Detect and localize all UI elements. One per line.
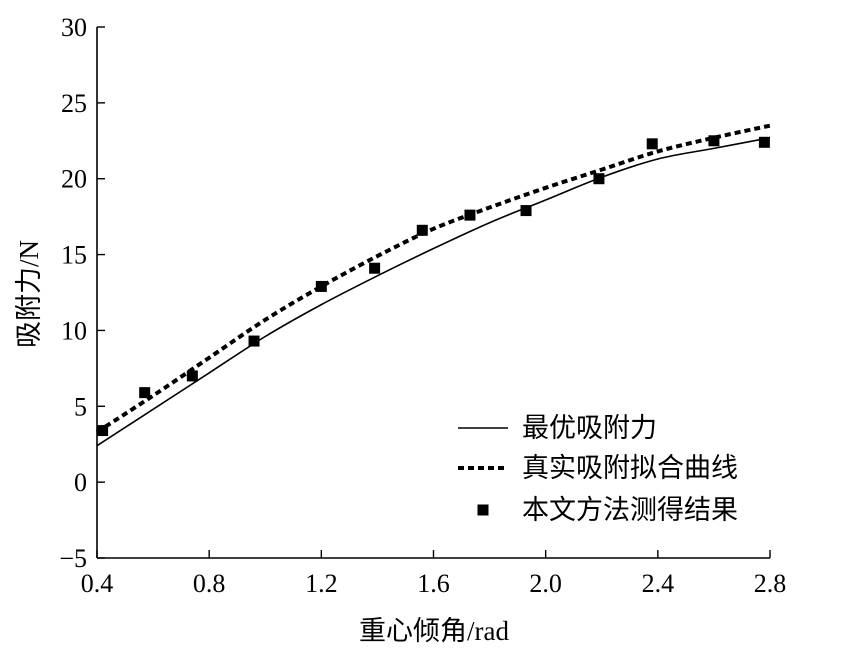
x-tick-label: 1.6 (417, 569, 450, 598)
y-tick-label: 10 (61, 316, 87, 345)
y-tick-label: 25 (61, 89, 87, 118)
x-tick-label: 0.4 (81, 569, 114, 598)
data-point (708, 135, 720, 147)
y-axis-label: 吸附力/N (14, 240, 44, 348)
y-tick-label: 20 (61, 165, 87, 194)
series-line-optimal (96, 136, 771, 447)
x-tick-label: 2.0 (529, 569, 562, 598)
x-tick-label: 0.8 (193, 569, 226, 598)
data-point (416, 224, 428, 236)
legend-label: 真实吸附拟合曲线 (522, 453, 738, 483)
data-point (139, 387, 151, 399)
y-tick-label: 0 (74, 468, 87, 497)
data-point (520, 205, 532, 217)
data-point (646, 138, 658, 150)
data-point (369, 262, 381, 274)
y-tick-label: 5 (74, 392, 87, 421)
legend-label: 最优吸附力 (522, 413, 657, 443)
series-line-fitted (95, 123, 771, 434)
x-tick-label: 2.8 (754, 569, 787, 598)
data-point (315, 280, 327, 292)
x-tick-label: 1.2 (305, 569, 338, 598)
axes: −5 0 5 10 15 20 25 30 0.4 0.8 1.2 1.6 2.0 2.4 2.8 (59, 13, 786, 598)
legend-marker (477, 504, 489, 516)
y-tick-label: −5 (59, 544, 87, 573)
x-tick-label: 2.4 (642, 569, 675, 598)
data-point (97, 425, 109, 437)
data-point (758, 136, 770, 148)
y-tick-label: 15 (61, 241, 87, 270)
legend-label: 本文方法测得结果 (522, 495, 738, 525)
data-point (248, 335, 260, 347)
data-point (593, 173, 605, 185)
y-tick-label: 30 (61, 13, 87, 42)
data-point (464, 209, 476, 221)
series-layer (95, 123, 771, 447)
x-axis-label: 重心倾角/rad (359, 616, 509, 646)
data-point (186, 370, 198, 382)
